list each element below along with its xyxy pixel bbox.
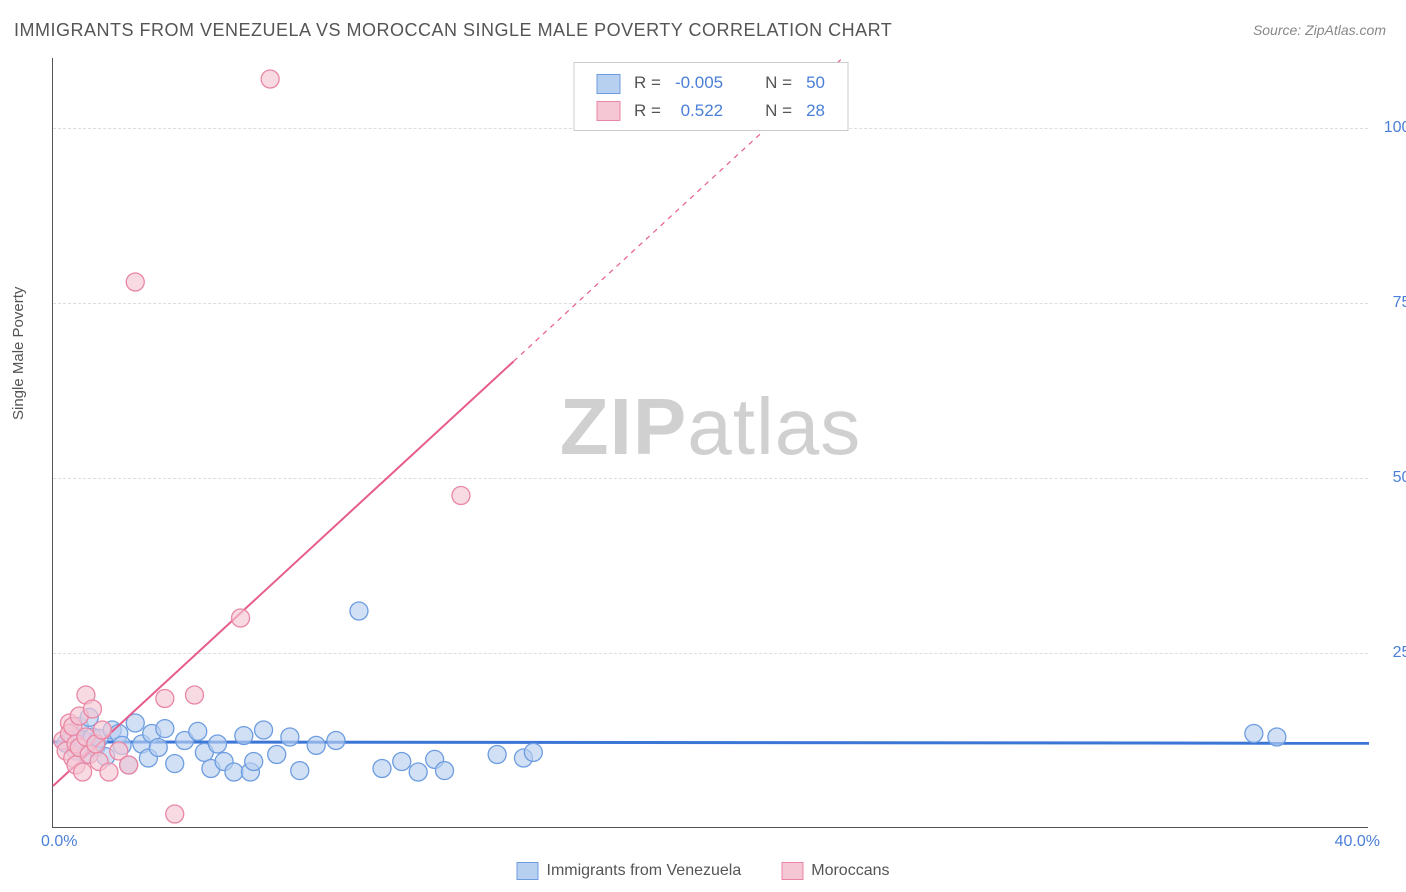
data-point (524, 743, 542, 761)
data-point (166, 755, 184, 773)
data-point (156, 690, 174, 708)
chart-title: IMMIGRANTS FROM VENEZUELA VS MOROCCAN SI… (14, 20, 892, 41)
data-point (393, 753, 411, 771)
data-point (209, 735, 227, 753)
legend-label: Immigrants from Venezuela (547, 862, 742, 880)
legend-label: Moroccans (811, 862, 889, 880)
data-point (235, 727, 253, 745)
data-point (126, 273, 144, 291)
data-point (436, 762, 454, 780)
data-point (156, 720, 174, 738)
plot-svg (53, 58, 1368, 827)
y-tick-label: 100.0% (1378, 119, 1406, 137)
series-legend-item: Immigrants from Venezuela (517, 862, 742, 880)
data-point (245, 753, 263, 771)
legend-row: R =-0.005 N =50 (590, 70, 831, 96)
legend-row: R =0.522 N =28 (590, 98, 831, 124)
data-point (281, 728, 299, 746)
data-point (83, 700, 101, 718)
plot-area: ZIPatlas 25.0%50.0%75.0%100.0% 0.0% 40.0… (52, 58, 1368, 828)
data-point (261, 70, 279, 88)
data-point (185, 686, 203, 704)
data-point (189, 722, 207, 740)
data-point (74, 763, 92, 781)
legend-r-value: 0.522 (669, 98, 729, 124)
data-point (327, 732, 345, 750)
data-point (291, 762, 309, 780)
data-point (1245, 725, 1263, 743)
data-point (225, 763, 243, 781)
legend-n-label: N = (759, 98, 798, 124)
data-point (166, 805, 184, 823)
series-legend: Immigrants from Venezuela Moroccans (517, 862, 890, 880)
y-tick-label: 75.0% (1378, 294, 1406, 312)
legend-r-value: -0.005 (669, 70, 729, 96)
legend-swatch (517, 862, 539, 880)
data-point (488, 746, 506, 764)
data-point (307, 736, 325, 754)
legend-swatch (596, 101, 620, 121)
legend-swatch (781, 862, 803, 880)
data-point (93, 721, 111, 739)
y-axis-label: Single Male Poverty (10, 287, 27, 420)
data-point (232, 609, 250, 627)
data-point (373, 760, 391, 778)
source-label: Source: ZipAtlas.com (1253, 22, 1386, 38)
x-tick-min: 0.0% (41, 833, 77, 851)
trend-line (53, 361, 514, 786)
correlation-legend: R =-0.005 N =50 R =0.522 N =28 (573, 62, 848, 131)
data-point (255, 721, 273, 739)
data-point (120, 756, 138, 774)
data-point (409, 763, 427, 781)
data-point (268, 746, 286, 764)
legend-n-label: N = (759, 70, 798, 96)
legend-n-value: 50 (800, 70, 831, 96)
legend-n-value: 28 (800, 98, 831, 124)
series-legend-item: Moroccans (781, 862, 889, 880)
legend-r-label: R = (628, 70, 667, 96)
data-point (100, 763, 118, 781)
legend-r-label: R = (628, 98, 667, 124)
y-tick-label: 50.0% (1378, 469, 1406, 487)
data-point (350, 602, 368, 620)
data-point (1268, 728, 1286, 746)
x-tick-max: 40.0% (1335, 833, 1380, 851)
chart-container: IMMIGRANTS FROM VENEZUELA VS MOROCCAN SI… (0, 0, 1406, 892)
data-point (149, 739, 167, 757)
y-tick-label: 25.0% (1378, 644, 1406, 662)
data-point (452, 487, 470, 505)
legend-swatch (596, 74, 620, 94)
